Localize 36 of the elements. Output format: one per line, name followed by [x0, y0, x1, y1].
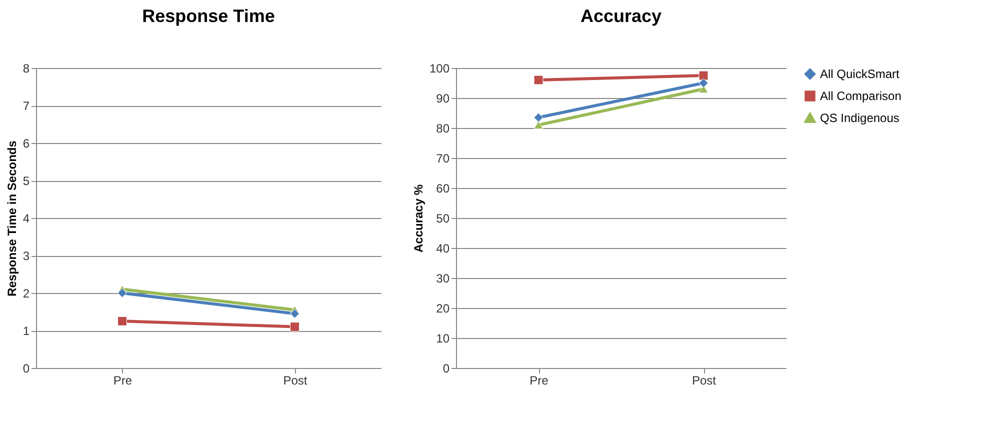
- y-tick-label: 0: [22, 362, 30, 376]
- point: [698, 70, 708, 80]
- legend-label: All Comparison: [820, 89, 902, 103]
- x-tick-label: Pre: [530, 374, 549, 388]
- y-tick-label: 20: [436, 302, 450, 316]
- chart-title: Accuracy: [580, 6, 662, 26]
- y-tick-label: 3: [22, 249, 30, 263]
- x-tick-label: Post: [283, 374, 308, 388]
- y-axis-title: Response Time in Seconds: [4, 140, 19, 296]
- point: [534, 112, 544, 122]
- y-tick-label: 60: [436, 182, 450, 196]
- y-tick-label: 10: [436, 332, 450, 346]
- y-tick-label: 0: [442, 362, 450, 376]
- y-axis-title: Accuracy %: [411, 184, 426, 253]
- x-tick-label: Post: [692, 374, 717, 388]
- y-tick-label: 40: [436, 242, 450, 256]
- chart-title: Response Time: [142, 6, 275, 26]
- legend-label: All QuickSmart: [820, 67, 900, 81]
- y-tick-label: 7: [22, 99, 30, 113]
- x-tick-label: Pre: [113, 374, 132, 388]
- y-tick-label: 5: [22, 174, 30, 188]
- legend-label: QS Indigenous: [820, 111, 900, 125]
- point: [534, 75, 544, 85]
- point: [290, 322, 300, 332]
- y-tick-label: 90: [436, 92, 450, 106]
- y-tick-label: 8: [22, 62, 30, 76]
- y-tick-label: 30: [436, 272, 450, 286]
- y-tick-label: 70: [436, 152, 450, 166]
- y-tick-label: 1: [22, 324, 30, 338]
- y-tick-label: 6: [22, 136, 30, 150]
- y-tick-label: 2: [22, 286, 30, 300]
- y-tick-label: 100: [429, 62, 450, 76]
- y-tick-label: 50: [436, 212, 450, 226]
- y-tick-label: 80: [436, 122, 450, 136]
- y-tick-label: 4: [22, 212, 30, 226]
- point: [118, 316, 127, 326]
